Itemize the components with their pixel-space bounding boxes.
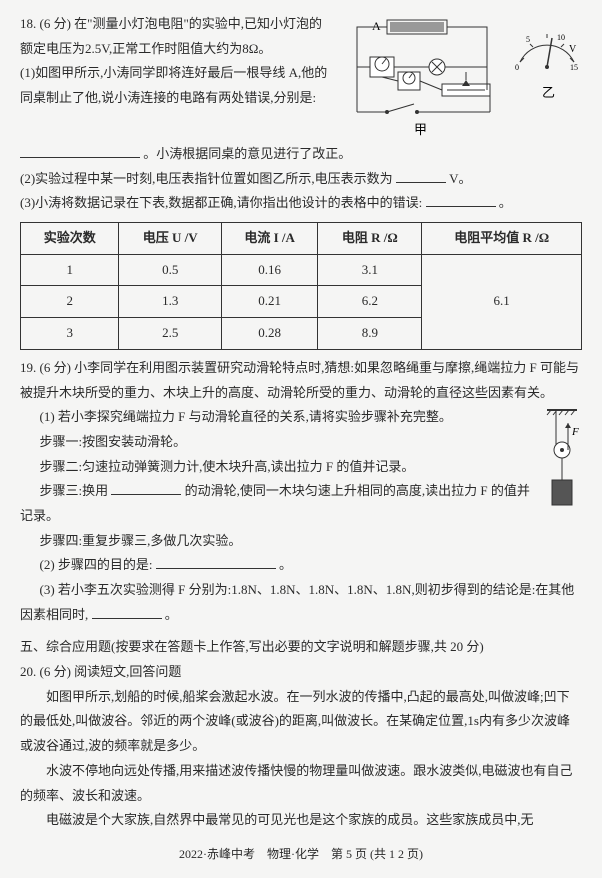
avg-cell: 6.1 [422, 254, 582, 349]
question-19: 19. (6 分) 小李同学在利用图示装置研究动滑轮特点时,猜想:如果忽略绳重与… [20, 356, 582, 628]
col-header: 电阻 R /Ω [318, 223, 422, 255]
q19-number: 19. [20, 360, 36, 375]
question-20: 20. (6 分) 阅读短文,回答问题 如图甲所示,划船的时候,船桨会激起水波。… [20, 660, 582, 833]
blank-field [92, 606, 162, 619]
svg-text:5: 5 [526, 35, 530, 44]
q18-figures: A [342, 12, 582, 142]
q20-intro: 阅读短文,回答问题 [74, 664, 181, 679]
q19-p1: (1) 若小李探究绳端拉力 F 与动滑轮直径的关系,请将实验步骤补充完整。 [20, 405, 534, 430]
q18-p1-text: (1)如图甲所示,小涛同学即将连好最后一根导线 A,他的同桌制止了他,说小涛连接… [20, 61, 332, 110]
q18-points: (6 分) [40, 16, 71, 31]
q19-points: (6 分) [40, 360, 71, 375]
circuit-diagram-jia: A [342, 12, 502, 142]
q19-intro: 小李同学在利用图示装置研究动滑轮特点时,猜想:如果忽略绳重与摩擦,绳端拉力 F … [20, 360, 579, 400]
col-header: 电流 I /A [221, 223, 317, 255]
col-header: 实验次数 [21, 223, 119, 255]
q19-p3: (3) 若小李五次实验测得 F 分别为:1.8N、1.8N、1.8N、1.8N、… [20, 578, 582, 627]
q20-para2: 水波不停地向远处传播,用来描述波传播快慢的物理量叫做波速。跟水波类似,电磁波也有… [20, 759, 582, 808]
q18-p1-blanks: 。小涛根据同桌的意见进行了改正。 [20, 142, 582, 167]
data-table: 实验次数 电压 U /V 电流 I /A 电阻 R /Ω 电阻平均值 R /Ω … [20, 222, 582, 350]
q20-points: (6 分) [40, 664, 71, 679]
question-18: 18. (6 分) 在"测量小灯泡电阻"的实验中,已知小灯泡的额定电压为2.5V… [20, 12, 582, 350]
svg-text:V: V [569, 44, 577, 55]
col-header: 电阻平均值 R /Ω [422, 223, 582, 255]
q19-p2: (2) 步骤四的目的是: 。 [20, 553, 582, 578]
blank-field [396, 170, 446, 183]
blank-field [156, 556, 276, 569]
col-header: 电压 U /V [119, 223, 222, 255]
label-yi: 乙 [542, 85, 555, 100]
table-row: 1 0.5 0.16 3.1 6.1 [21, 254, 582, 286]
table-header-row: 实验次数 电压 U /V 电流 I /A 电阻 R /Ω 电阻平均值 R /Ω [21, 223, 582, 255]
q18-number: 18. [20, 16, 36, 31]
q19-step1: 步骤一:按图安装动滑轮。 [20, 430, 534, 455]
section5-title: 五、综合应用题(按要求在答题卡上作答,写出必要的文字说明和解题步骤,共 20 分… [20, 635, 582, 660]
q19-step3: 步骤三:换用 的动滑轮,使同一木块匀速上升相同的高度,读出拉力 F 的值并记录。 [20, 479, 534, 528]
svg-text:10: 10 [557, 33, 565, 42]
svg-text:0: 0 [515, 63, 519, 72]
label-jia: 甲 [414, 122, 427, 137]
q20-para1: 如图甲所示,划船的时候,船桨会激起水波。在一列水波的传播中,凸起的最高处,叫做波… [20, 685, 582, 759]
label-A: A [372, 19, 381, 33]
force-label: F [571, 426, 579, 438]
circuit-svg: A [342, 12, 502, 142]
q18-p3: (3)小涛将数据记录在下表,数据都正确,请你指出他设计的表格中的错误: 。 [20, 191, 582, 216]
blank-field [426, 194, 496, 207]
q19-step2: 步骤二:匀速拉动弹簧测力计,使木块升高,读出拉力 F 的值并记录。 [20, 455, 534, 480]
q20-para3: 电磁波是个大家族,自然界中最常见的可见光也是这个家族的成员。这些家族成员中,无 [20, 808, 582, 833]
voltmeter-dial-yi: 0 5 10 15 V 乙 [512, 12, 582, 92]
blank-field [111, 482, 181, 495]
pulley-svg: F [542, 405, 582, 525]
q19-step4: 步骤四:重复步骤三,多做几次实验。 [20, 529, 534, 554]
pulley-figure: F [542, 405, 582, 534]
q20-number: 20. [20, 664, 36, 679]
blank-field [20, 145, 140, 158]
svg-text:15: 15 [570, 63, 578, 72]
q18-p2: (2)实验过程中某一时刻,电压表指针位置如图乙所示,电压表示数为 V。 [20, 167, 582, 192]
page-footer: 2022·赤峰中考 物理·化学 第 5 页 (共 1 2 页) [20, 843, 582, 866]
meter-svg: 0 5 10 15 V 乙 [512, 12, 582, 102]
